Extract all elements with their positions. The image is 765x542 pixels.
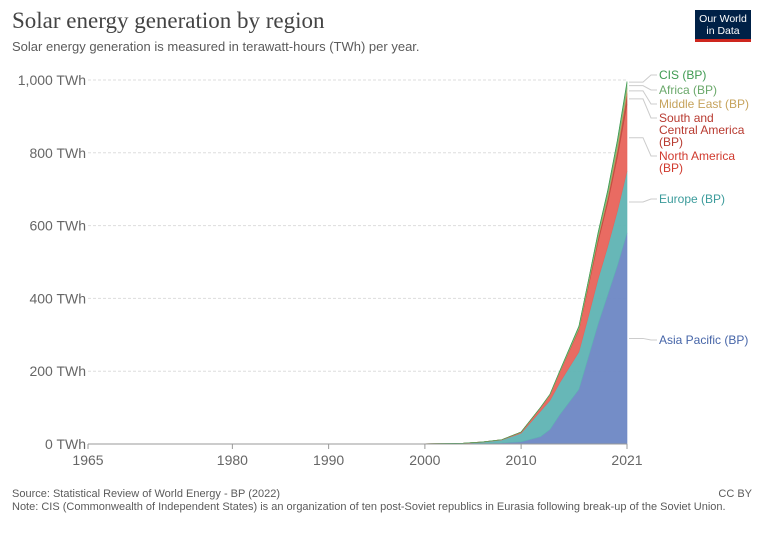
note-text: Note: CIS (Commonwealth of Independent S… xyxy=(12,500,726,513)
chart-canvas: 0 TWh 200 TWh 400 TWh 600 TWh 800 TWh 1,000 T… xyxy=(18,68,749,468)
label-connector xyxy=(629,337,657,341)
series-label[interactable]: Asia Pacific (BP) xyxy=(659,333,748,347)
area-series-4[interactable] xyxy=(87,88,628,445)
series-label[interactable]: Africa (BP) xyxy=(659,83,717,97)
area-layer xyxy=(87,81,628,445)
x-tick-label: 1965 xyxy=(72,452,103,468)
series-label[interactable]: Europe (BP) xyxy=(659,192,725,206)
grid-layer xyxy=(88,79,627,372)
label-connector xyxy=(629,137,657,157)
y-tick-label: 800 TWh xyxy=(29,145,86,161)
label-connector xyxy=(629,90,657,105)
series-label[interactable]: South and Central America (BP) xyxy=(659,111,745,149)
label-connector xyxy=(629,85,657,91)
footer: Source: Statistical Review of World Ener… xyxy=(12,488,752,513)
area-series-6[interactable] xyxy=(87,81,628,445)
chart-title: Solar energy generation by region xyxy=(12,8,325,33)
area-series-2[interactable] xyxy=(87,104,628,445)
x-tick-label: 1990 xyxy=(313,452,344,468)
area-series-3[interactable] xyxy=(87,93,628,445)
owid-logo[interactable]: Our World in Data xyxy=(695,10,751,42)
source-text: Source: Statistical Review of World Ener… xyxy=(12,488,280,500)
x-tick-label: 1980 xyxy=(217,452,248,468)
axis-layer: 0 TWh 200 TWh 400 TWh 600 TWh 800 TWh 1,000 T… xyxy=(18,72,643,468)
logo-line-1: Our World xyxy=(699,13,747,25)
y-tick-label: 200 TWh xyxy=(29,363,86,379)
license-link[interactable]: CC BY xyxy=(718,488,752,500)
y-tick-label: 1,000 TWh xyxy=(18,72,86,88)
logo-line-2: in Data xyxy=(706,25,740,37)
y-tick-label: 0 TWh xyxy=(45,436,86,452)
x-tick-label: 2000 xyxy=(409,452,440,468)
label-connector xyxy=(629,198,657,203)
x-tick-label: 2010 xyxy=(506,452,537,468)
series-label[interactable]: North America (BP) xyxy=(659,149,735,175)
y-tick-label: 400 TWh xyxy=(29,290,86,306)
label-connector xyxy=(629,98,657,119)
series-label[interactable]: CIS (BP) xyxy=(659,68,706,82)
y-tick-label: 600 TWh xyxy=(29,218,86,234)
x-tick-label: 2021 xyxy=(611,452,642,468)
area-series-5[interactable] xyxy=(87,82,628,445)
label-connector xyxy=(629,74,657,83)
chart-subtitle: Solar energy generation is measured in t… xyxy=(12,39,420,54)
series-label[interactable]: Middle East (BP) xyxy=(659,97,749,111)
label-layer: CIS (BP)Africa (BP)Middle East (BP)South… xyxy=(629,68,749,347)
